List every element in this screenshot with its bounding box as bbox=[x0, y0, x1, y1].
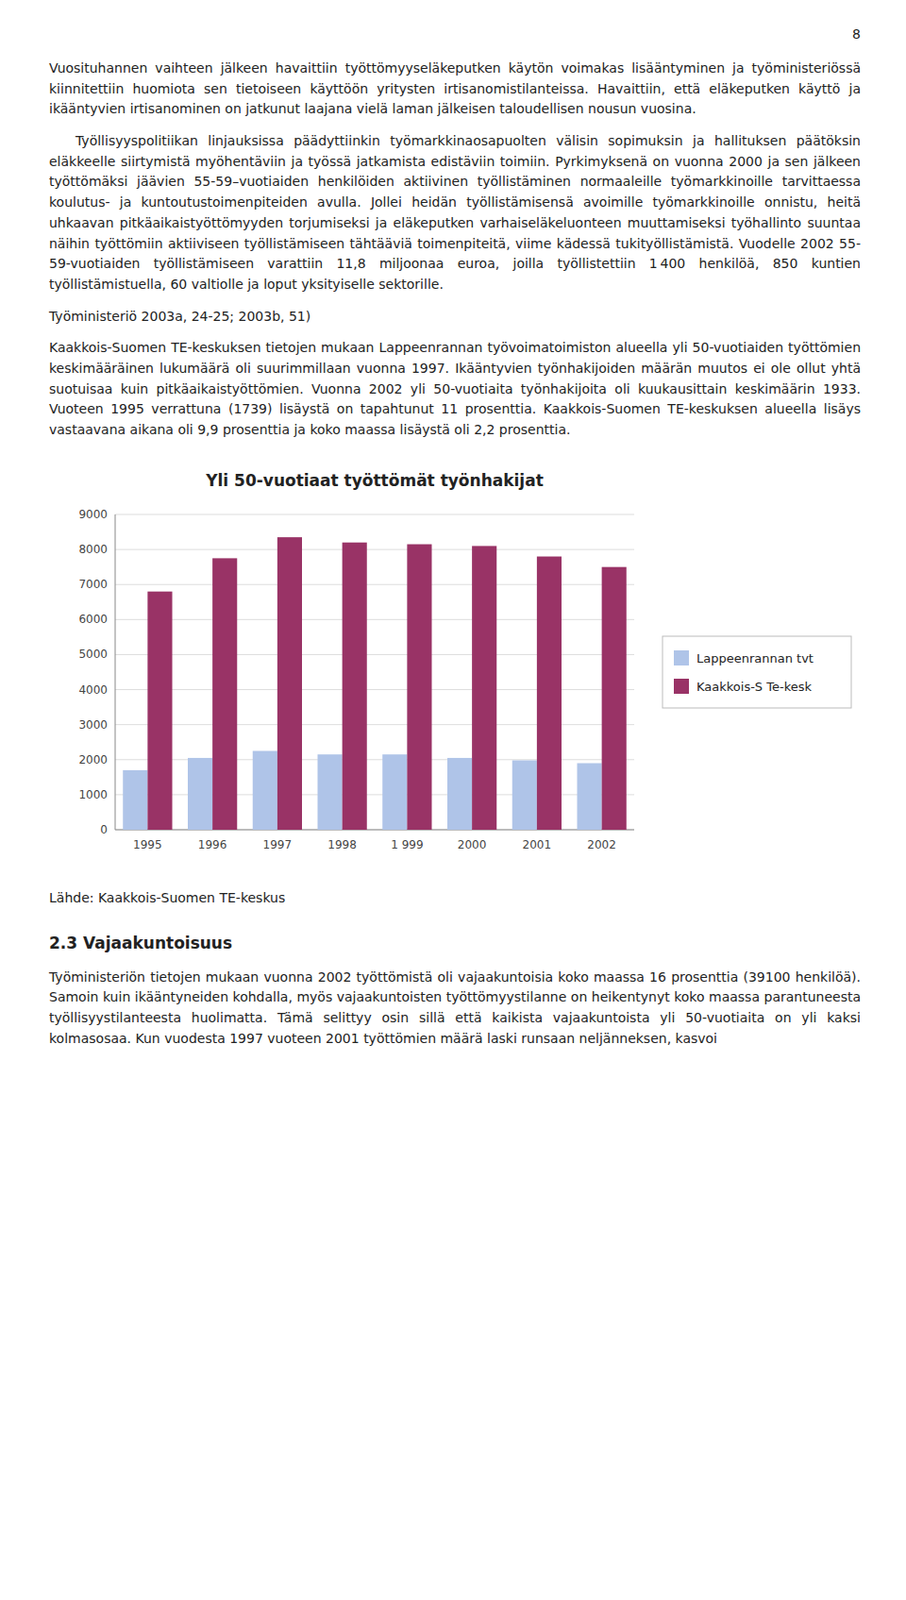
x-tick-label: 1997 bbox=[263, 838, 293, 852]
bars bbox=[122, 536, 627, 830]
x-tick-label: 2002 bbox=[587, 838, 617, 852]
chart: Yli 50-vuotiaat työttömät työnhakijat 0 10… bbox=[49, 461, 861, 881]
page-number: 8 bbox=[49, 26, 861, 42]
paragraph: Työministeriön tietojen mukaan vuonna 20… bbox=[49, 967, 861, 1050]
bar bbox=[277, 536, 302, 830]
y-tick-label: 2000 bbox=[78, 752, 108, 766]
paragraph: Työministeriö 2003a, 24-25; 2003b, 51) bbox=[49, 306, 861, 328]
x-tick-label: 1998 bbox=[327, 838, 357, 852]
y-tick-label: 3000 bbox=[78, 717, 108, 731]
bar bbox=[536, 555, 562, 829]
x-tick-label: 1 999 bbox=[390, 838, 423, 852]
x-tick-label: 2001 bbox=[522, 838, 553, 852]
grid-line bbox=[115, 548, 635, 550]
x-tick-label: 1995 bbox=[133, 838, 163, 852]
legend: Lappeenrannan tvt Kaakkois-S Te-kesk bbox=[662, 636, 852, 708]
x-ticks: 1995 1996 1997 1998 1 999 2000 2001 2002 bbox=[133, 838, 617, 852]
bar bbox=[212, 557, 237, 830]
y-tick-label: 5000 bbox=[78, 647, 108, 661]
bar bbox=[406, 543, 432, 829]
bar bbox=[512, 759, 537, 829]
legend-swatch bbox=[673, 678, 689, 694]
grid-line bbox=[115, 513, 635, 515]
x-tick-label: 1996 bbox=[198, 838, 228, 852]
page: 8 Vuosituhannen vaihteen jälkeen havaitti… bbox=[0, 0, 906, 1049]
bar bbox=[122, 770, 148, 830]
bar bbox=[147, 590, 172, 829]
bar bbox=[577, 762, 603, 830]
section-title: 2.3 Vajaakuntoisuus bbox=[49, 933, 861, 953]
chart-title: Yli 50-vuotiaat työttömät työnhakijat bbox=[204, 470, 544, 490]
source: Lähde: Kaakkois-Suomen TE-keskus bbox=[49, 889, 861, 906]
paragraph: Kaakkois-Suomen TE-keskuksen tietojen mu… bbox=[49, 337, 861, 440]
y-tick-label: 0 bbox=[100, 822, 108, 837]
paragraph: Vuosituhannen vaihteen jälkeen havaittii… bbox=[49, 58, 861, 120]
y-tick-label: 1000 bbox=[78, 788, 108, 802]
y-tick-label: 8000 bbox=[78, 542, 108, 556]
legend-label: Kaakkois-S Te-kesk bbox=[696, 679, 812, 694]
bar bbox=[602, 566, 627, 829]
bar bbox=[382, 754, 407, 830]
paragraph: Työllisyyspolitiikan linjauksissa päädyt… bbox=[49, 131, 861, 296]
bar bbox=[447, 757, 472, 830]
y-tick-label: 4000 bbox=[78, 682, 108, 696]
y-tick-label: 9000 bbox=[78, 507, 108, 521]
legend-swatch bbox=[673, 650, 689, 666]
legend-label: Lappeenrannan tvt bbox=[696, 651, 814, 666]
y-grid: 0 1000 2000 3000 4000 5000 6000 7000 8000 9000 bbox=[78, 507, 635, 837]
bar bbox=[318, 754, 343, 830]
bar bbox=[471, 545, 497, 830]
x-tick-label: 2000 bbox=[457, 838, 487, 852]
y-tick-label: 7000 bbox=[78, 577, 108, 591]
y-axis-line bbox=[115, 514, 117, 830]
chart-svg: Yli 50-vuotiaat työttömät työnhakijat 0 10… bbox=[49, 461, 861, 877]
bar bbox=[252, 750, 278, 830]
legend-box bbox=[662, 636, 852, 708]
bar bbox=[342, 541, 368, 829]
bar bbox=[187, 757, 213, 830]
y-tick-label: 6000 bbox=[78, 612, 108, 626]
